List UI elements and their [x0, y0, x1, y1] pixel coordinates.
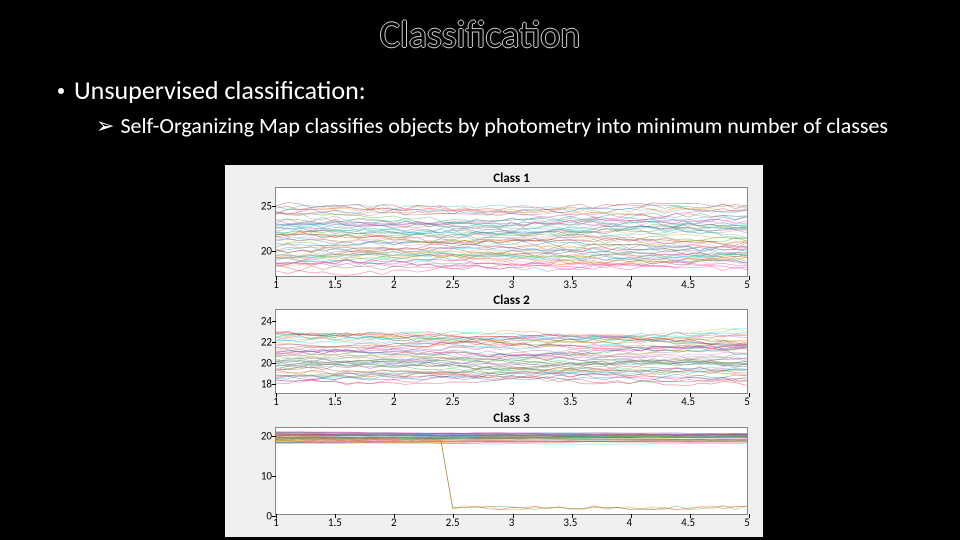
bullet-level2: ➢Self-Organizing Map classifies objects … [96, 112, 920, 140]
series-line [276, 374, 747, 386]
tick-label: 20 [261, 357, 272, 370]
tick-label: 4.5 [681, 395, 695, 408]
tick-label: 20 [261, 430, 272, 443]
tick-label: 3.5 [563, 395, 577, 408]
panel-title: Class 1 [276, 171, 747, 186]
tick-label: 25 [261, 200, 272, 213]
slide-root: Classification Unsupervised classificati… [0, 0, 960, 540]
tick-label: 3.5 [563, 278, 577, 291]
tick-mark [749, 514, 750, 518]
plot-area [276, 310, 747, 395]
series-line [276, 369, 747, 376]
tick-label: 18 [261, 378, 272, 391]
tick-label: 24 [261, 314, 272, 327]
y-axis-ticks: 2025 [248, 188, 274, 276]
series-line [276, 439, 747, 510]
slide-title: Classification [380, 12, 581, 58]
bullet-dot-icon [58, 88, 64, 94]
panel-title: Class 3 [276, 411, 747, 426]
x-axis-ticks: 11.522.533.544.55 [276, 278, 747, 292]
x-axis-ticks: 11.522.533.544.55 [276, 516, 747, 530]
slide-title-wrap: Classification [0, 0, 960, 58]
tick-mark [749, 393, 750, 397]
bullet-level2-text: Self-Organizing Map classifies objects b… [120, 112, 888, 139]
y-axis-ticks: 18 20 22 24 [248, 310, 274, 393]
plot-area [276, 428, 747, 516]
tick-label: 3.5 [563, 516, 577, 529]
plot-area [276, 188, 747, 278]
x-axis-ticks: 11.522.533.544.55 [276, 395, 747, 409]
y-axis-ticks: 01020 [248, 428, 274, 514]
bullet-level1-text: Unsupervised classification: [74, 74, 366, 106]
tick-label: 4.5 [681, 278, 695, 291]
tick-label: 22 [261, 335, 272, 348]
chart-panel: Class 21820222411.522.533.544.55 [275, 309, 748, 394]
arrow-icon: ➢ [96, 112, 114, 140]
panel-title: Class 2 [276, 293, 747, 308]
chart-panel: Class 1202511.522.533.544.55 [275, 187, 748, 277]
series-line [276, 372, 747, 384]
chart-figure: Class 1202511.522.533.544.55Class 218202… [225, 165, 763, 537]
series-line [276, 438, 747, 509]
chart-panel: Class 30102011.522.533.544.55 [275, 427, 748, 515]
tick-label: 10 [261, 470, 272, 483]
tick-label: 4.5 [681, 516, 695, 529]
tick-mark [749, 276, 750, 280]
series-line [276, 438, 747, 509]
bullet-level1: Unsupervised classification: [58, 74, 366, 106]
tick-label: 20 [261, 245, 272, 258]
